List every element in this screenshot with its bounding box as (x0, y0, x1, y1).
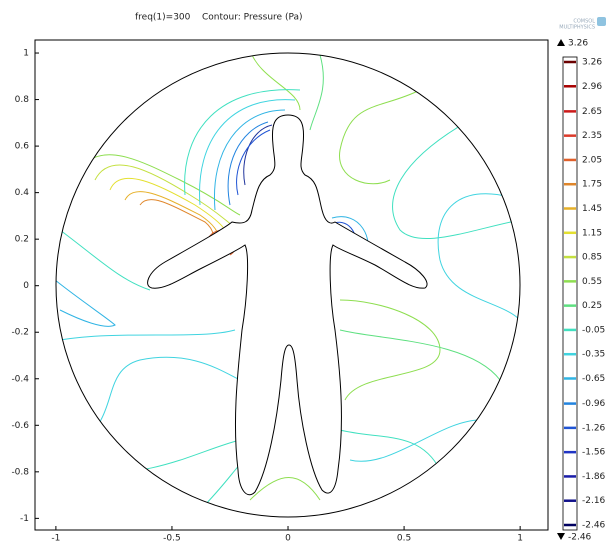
chart-title: freq(1)=300 (135, 13, 191, 23)
x-tick-label: 0 (285, 534, 291, 544)
colorbar-label: -1.26 (582, 423, 606, 433)
colorbar-label: -0.65 (582, 374, 605, 384)
y-tick-label: -0.8 (11, 467, 29, 477)
y-tick-label: -0.4 (11, 374, 29, 384)
colorbar-label: -0.35 (582, 350, 605, 360)
colorbar-label: -0.96 (582, 399, 606, 409)
y-tick-label: 0 (23, 281, 29, 291)
colorbar-label: -1.86 (582, 472, 606, 482)
x-tick-label: -1 (51, 534, 60, 544)
logo: MULTIPHYSICS (559, 25, 595, 31)
y-tick-label: 1 (23, 49, 29, 59)
colorbar-label: 2.05 (582, 155, 602, 165)
colorbar-label: 2.35 (582, 131, 602, 141)
colorbar-label: -2.46 (582, 521, 606, 531)
x-tick-label: -0.5 (163, 534, 181, 544)
colorbar-label: -0.05 (582, 325, 605, 335)
logo-icon (597, 17, 606, 26)
colorbar-label: 0.25 (582, 301, 602, 311)
colorbar-label: 1.15 (582, 228, 602, 238)
y-tick-label: -0.6 (11, 421, 29, 431)
x-tick-label: 1 (517, 534, 523, 544)
chart: freq(1)=300 Contour: Pressure (Pa) COMSO… (0, 0, 616, 544)
max-label: 3.26 (568, 39, 588, 49)
colorbar-frame (563, 57, 577, 530)
y-tick-label: 0.6 (15, 142, 30, 152)
chart-subtitle: Contour: Pressure (Pa) (202, 13, 303, 23)
y-tick-label: 0.8 (15, 95, 30, 105)
colorbar-label: -1.56 (582, 448, 606, 458)
colorbar-label: 0.55 (582, 277, 602, 287)
x-tick-label: 0.5 (397, 534, 411, 544)
y-tick-label: -0.2 (11, 328, 29, 338)
colorbar-label: 1.75 (582, 180, 602, 190)
y-tick-label: 0.4 (15, 188, 30, 198)
y-tick-label: -1 (20, 514, 29, 524)
min-marker (557, 533, 565, 540)
colorbar-label: 2.96 (582, 82, 602, 92)
min-label: -2.46 (568, 533, 592, 543)
y-tick-label: 0.2 (15, 235, 29, 245)
colorbar-label: 0.85 (582, 253, 602, 263)
body-outline (148, 115, 427, 495)
colorbar-label: -2.16 (582, 496, 606, 506)
colorbar-label: 3.26 (582, 58, 602, 68)
colorbar-label: 2.65 (582, 107, 602, 117)
max-marker (557, 39, 565, 46)
colorbar-label: 1.45 (582, 204, 602, 214)
